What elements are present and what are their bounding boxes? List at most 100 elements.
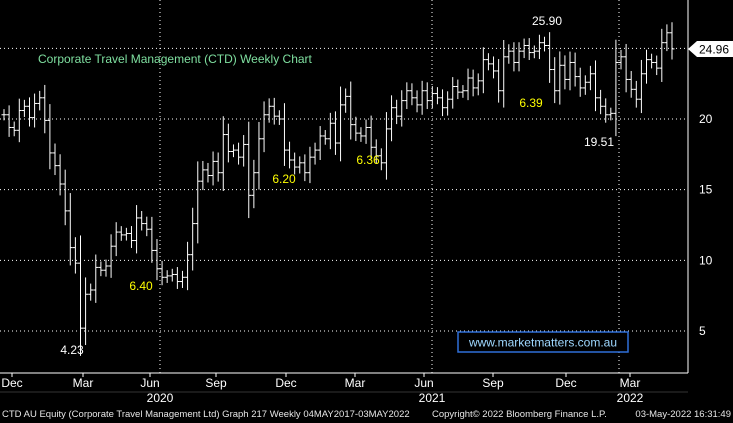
price-bar [57, 154, 63, 196]
price-bar [123, 227, 129, 241]
price-bar [552, 57, 558, 104]
price-bar [154, 239, 160, 281]
price-bar [307, 146, 313, 184]
price-bar [419, 80, 425, 115]
price-bar [470, 69, 476, 97]
price-annotation: 4.23 [60, 343, 84, 357]
price-bar [598, 89, 604, 115]
price-bar [475, 73, 481, 96]
price-bar [373, 139, 379, 164]
price-bar [511, 42, 517, 72]
price-bar [169, 268, 175, 282]
price-bar [47, 104, 53, 170]
price-bar [83, 277, 89, 345]
price-bar [542, 36, 548, 52]
price-bar [455, 79, 461, 100]
price-bar [292, 152, 298, 175]
price-bar [261, 101, 267, 153]
x-month-label: Jun [140, 376, 159, 390]
price-annotation: 25.90 [532, 14, 562, 28]
price-bar [618, 49, 624, 70]
price-bar [26, 97, 32, 127]
y-tick-label: 5 [699, 324, 706, 338]
price-bar [593, 60, 599, 112]
price-bar [536, 34, 542, 60]
price-bar [654, 55, 660, 76]
price-bar [251, 159, 257, 209]
price-bar [450, 77, 456, 109]
price-annotation: 19.51 [584, 135, 614, 149]
price-annotation: 6.39 [519, 96, 543, 110]
price-bar [348, 81, 354, 140]
price-bar [128, 226, 134, 248]
price-bar [200, 160, 206, 191]
price-bar [6, 105, 12, 137]
price-bar [52, 143, 58, 176]
watermark[interactable]: www.marketmatters.com.au [457, 331, 629, 353]
x-month-label: Mar [620, 376, 641, 390]
footer-copyright: Copyright© 2022 Bloomberg Finance L.P. [432, 409, 607, 420]
price-bar [139, 211, 145, 231]
price-bar [230, 144, 236, 158]
price-bar [669, 22, 675, 60]
price-bar [37, 90, 43, 111]
price-bar [215, 152, 221, 182]
price-bar [287, 141, 293, 169]
price-bar [501, 39, 507, 108]
x-month-label: Dec [555, 376, 576, 390]
price-bar [496, 59, 502, 103]
watermark-text: www.marketmatters.com.au [468, 336, 617, 350]
price-bar [480, 47, 486, 94]
price-bar [93, 254, 99, 303]
price-bar [613, 39, 619, 137]
price-bar [332, 111, 338, 155]
price-bar [297, 156, 303, 174]
price-bar [445, 91, 451, 116]
price-bar [409, 83, 415, 106]
x-year-label: 2022 [617, 391, 644, 405]
price-bar [547, 32, 553, 83]
price-bar [582, 75, 588, 95]
price-bar [587, 65, 593, 91]
price-bar [608, 107, 614, 121]
x-month-label: Sep [482, 376, 504, 390]
price-bar [281, 103, 287, 166]
y-tick-label: 10 [699, 253, 713, 267]
price-bar [67, 193, 73, 266]
price-bar [623, 43, 629, 93]
price-bar [664, 24, 670, 52]
price-bar [526, 38, 532, 60]
price-bar [11, 121, 17, 137]
x-year-label: 2020 [147, 391, 174, 405]
price-bar [521, 38, 527, 59]
price-bar [149, 216, 155, 263]
price-bar [628, 71, 634, 98]
price-bar [134, 205, 140, 254]
price-bar [378, 148, 384, 171]
price-bar [434, 87, 440, 105]
price-bar [210, 151, 216, 186]
price-bar [338, 86, 344, 162]
price-bar [440, 89, 446, 117]
price-bar [62, 169, 68, 226]
price-bar [236, 142, 242, 165]
price-bar [404, 82, 410, 110]
price-bar [322, 130, 328, 145]
price-bar [98, 261, 104, 277]
price-bar [21, 99, 27, 117]
price-bar [572, 52, 578, 87]
price-bar [531, 45, 537, 59]
price-bar [567, 51, 573, 91]
price-bar [506, 44, 512, 64]
price-bar [144, 216, 150, 237]
price-bar [465, 68, 471, 101]
price-bar [327, 112, 333, 150]
price-bar [159, 260, 165, 286]
price-bar [108, 234, 114, 278]
price-bar [638, 59, 644, 114]
price-bar [205, 162, 211, 183]
price-bar [77, 235, 83, 356]
